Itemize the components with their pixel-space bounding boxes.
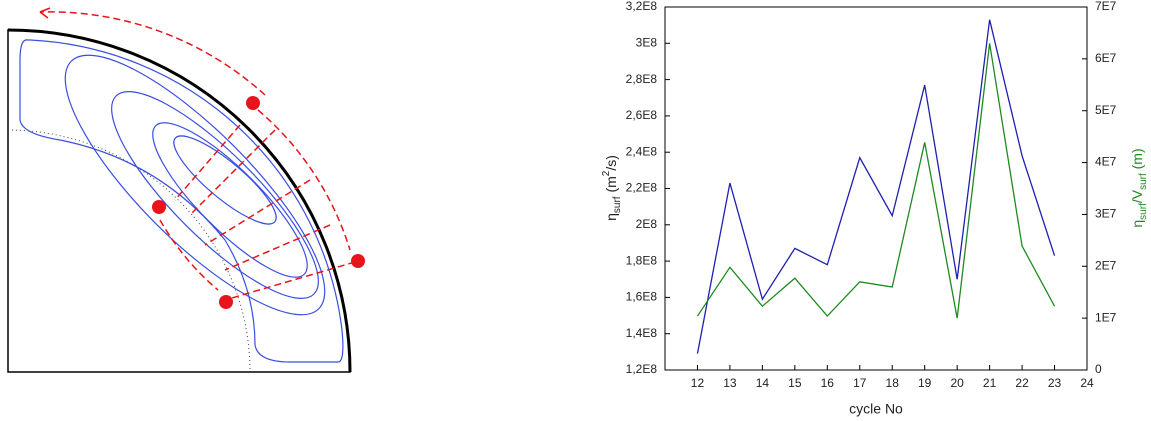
y2-tick-label: 6E7 bbox=[1095, 51, 1117, 65]
label-part: /V bbox=[1129, 189, 1145, 203]
streamline bbox=[19, 39, 344, 363]
streamline bbox=[111, 91, 319, 299]
label-part: (m) bbox=[1129, 148, 1145, 173]
x-tick-label: 13 bbox=[723, 376, 737, 390]
y2-tick-label: 1E7 bbox=[1095, 310, 1117, 324]
marker bbox=[351, 254, 365, 268]
y2-tick-label: 2E7 bbox=[1095, 258, 1117, 272]
y-tick-label: 2,2E8 bbox=[626, 181, 658, 195]
y-tick-label: 1,8E8 bbox=[626, 253, 658, 267]
arrow bbox=[174, 124, 356, 301]
x-tick-label: 16 bbox=[821, 376, 835, 390]
label-part: 2 bbox=[601, 170, 612, 176]
y2-tick-label: 3E7 bbox=[1095, 207, 1117, 221]
x-axis-label: cycle No bbox=[849, 401, 903, 417]
arrow bbox=[39, 11, 266, 96]
y2-tick-label: 0 bbox=[1095, 362, 1102, 376]
outer-wall bbox=[7, 28, 352, 373]
x-tick-label: 21 bbox=[983, 376, 997, 390]
x-tick-label: 19 bbox=[918, 376, 932, 390]
arrow-head bbox=[39, 7, 51, 19]
x-tick-label: 15 bbox=[788, 376, 802, 390]
y2-tick-label: 7E7 bbox=[1095, 0, 1117, 13]
y-tick-label: 1,6E8 bbox=[626, 290, 658, 304]
y-tick-label: 2E8 bbox=[636, 217, 658, 231]
x-tick-label: 23 bbox=[1048, 376, 1062, 390]
label-part: surf bbox=[612, 196, 623, 213]
y-tick-label: 2,8E8 bbox=[626, 72, 658, 86]
streamlines bbox=[19, 39, 344, 363]
x-tick-label: 18 bbox=[886, 376, 900, 390]
line-chart: cycle No ηsurf (m2/s) ηsurf/Vsurf (m) 1,… bbox=[601, 0, 1149, 417]
red-arrows bbox=[39, 7, 356, 301]
x-tick-label: 24 bbox=[1080, 376, 1094, 390]
label-part: η bbox=[1129, 220, 1145, 228]
markers bbox=[152, 96, 365, 309]
y-tick-label: 1,2E8 bbox=[626, 362, 658, 376]
streamline bbox=[64, 54, 326, 316]
x-tick-label: 12 bbox=[691, 376, 705, 390]
y-tick-label: 2,4E8 bbox=[626, 144, 658, 158]
y2-tick-label: 4E7 bbox=[1095, 155, 1117, 169]
y-tick-label: 2,6E8 bbox=[626, 108, 658, 122]
y-tick-label: 1,4E8 bbox=[626, 326, 658, 340]
y-tick-label: 3,2E8 bbox=[626, 0, 658, 13]
y2-tick-label: 5E7 bbox=[1095, 103, 1117, 117]
label-part: (m bbox=[603, 176, 619, 196]
marker bbox=[152, 200, 166, 214]
x-tick-label: 14 bbox=[756, 376, 770, 390]
y-axis-label: ηsurf (m2/s) bbox=[601, 155, 623, 221]
streamline bbox=[173, 135, 277, 225]
label-part: surf bbox=[1138, 173, 1149, 190]
y2-axis-label: ηsurf/Vsurf (m) bbox=[1129, 148, 1149, 227]
flow-diagram bbox=[7, 7, 365, 373]
x-tick-label: 20 bbox=[950, 376, 964, 390]
label-part: /s) bbox=[603, 155, 619, 171]
marker bbox=[246, 96, 260, 110]
y-tick-label: 3E8 bbox=[636, 35, 658, 49]
series-line bbox=[696, 19, 1056, 354]
label-part: surf bbox=[1138, 203, 1149, 220]
label-part: η bbox=[603, 213, 619, 221]
marker bbox=[219, 295, 233, 309]
arrow bbox=[159, 219, 219, 291]
x-tick-label: 17 bbox=[853, 376, 867, 390]
x-tick-label: 22 bbox=[1015, 376, 1029, 390]
series-line bbox=[696, 43, 1056, 319]
